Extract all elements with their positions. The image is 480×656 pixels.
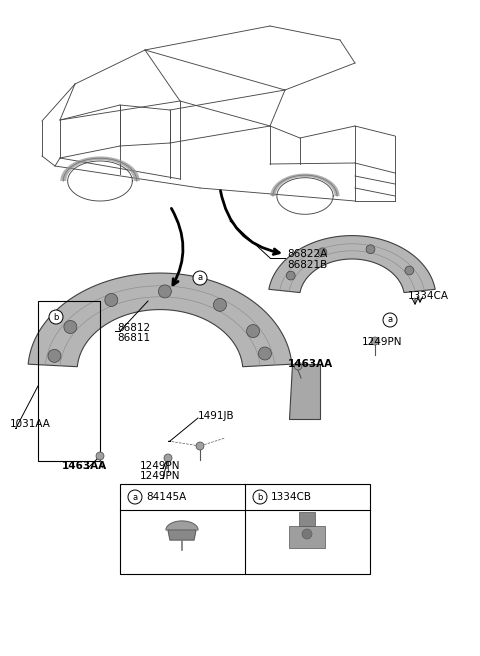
Text: b: b — [53, 312, 59, 321]
Polygon shape — [60, 156, 140, 181]
Circle shape — [158, 285, 171, 298]
Circle shape — [105, 293, 118, 306]
Circle shape — [96, 452, 104, 460]
Circle shape — [49, 310, 63, 324]
Text: 1031AA: 1031AA — [10, 419, 51, 429]
Circle shape — [318, 248, 327, 256]
Polygon shape — [270, 174, 339, 196]
Circle shape — [405, 266, 414, 275]
Circle shape — [48, 350, 61, 362]
Text: a: a — [132, 493, 138, 501]
Text: a: a — [197, 274, 203, 283]
Circle shape — [253, 490, 267, 504]
Circle shape — [128, 490, 142, 504]
Text: 84145A: 84145A — [146, 492, 186, 502]
Text: 86811: 86811 — [117, 333, 150, 343]
Circle shape — [258, 347, 271, 360]
Circle shape — [64, 321, 77, 333]
Polygon shape — [168, 530, 196, 540]
Bar — [38, 301, 100, 461]
Polygon shape — [166, 521, 198, 530]
Text: 86822A: 86822A — [287, 249, 327, 259]
Polygon shape — [289, 364, 320, 419]
Circle shape — [294, 362, 302, 370]
Polygon shape — [269, 236, 435, 293]
Bar — [120, 484, 370, 574]
Bar — [289, 526, 325, 548]
Circle shape — [193, 271, 207, 285]
Circle shape — [366, 245, 375, 254]
Text: 86812: 86812 — [117, 323, 150, 333]
Text: 1249PN: 1249PN — [140, 471, 180, 481]
Text: a: a — [387, 316, 393, 325]
Bar — [299, 512, 315, 526]
Text: 1334CA: 1334CA — [408, 291, 449, 301]
Text: b: b — [257, 493, 263, 501]
Text: 1249PN: 1249PN — [140, 461, 180, 471]
Text: 1334CB: 1334CB — [271, 492, 312, 502]
Circle shape — [302, 529, 312, 539]
Text: 1463AA: 1463AA — [288, 359, 333, 369]
Circle shape — [287, 271, 295, 280]
Text: 86821B: 86821B — [287, 260, 327, 270]
Circle shape — [196, 442, 204, 450]
Text: 1463AA: 1463AA — [62, 461, 107, 471]
Circle shape — [383, 313, 397, 327]
Circle shape — [214, 298, 227, 312]
Circle shape — [371, 337, 379, 345]
Text: 1491JB: 1491JB — [198, 411, 235, 421]
Text: 1249PN: 1249PN — [362, 337, 403, 347]
Circle shape — [247, 325, 260, 338]
Polygon shape — [28, 273, 292, 367]
Circle shape — [164, 454, 172, 462]
